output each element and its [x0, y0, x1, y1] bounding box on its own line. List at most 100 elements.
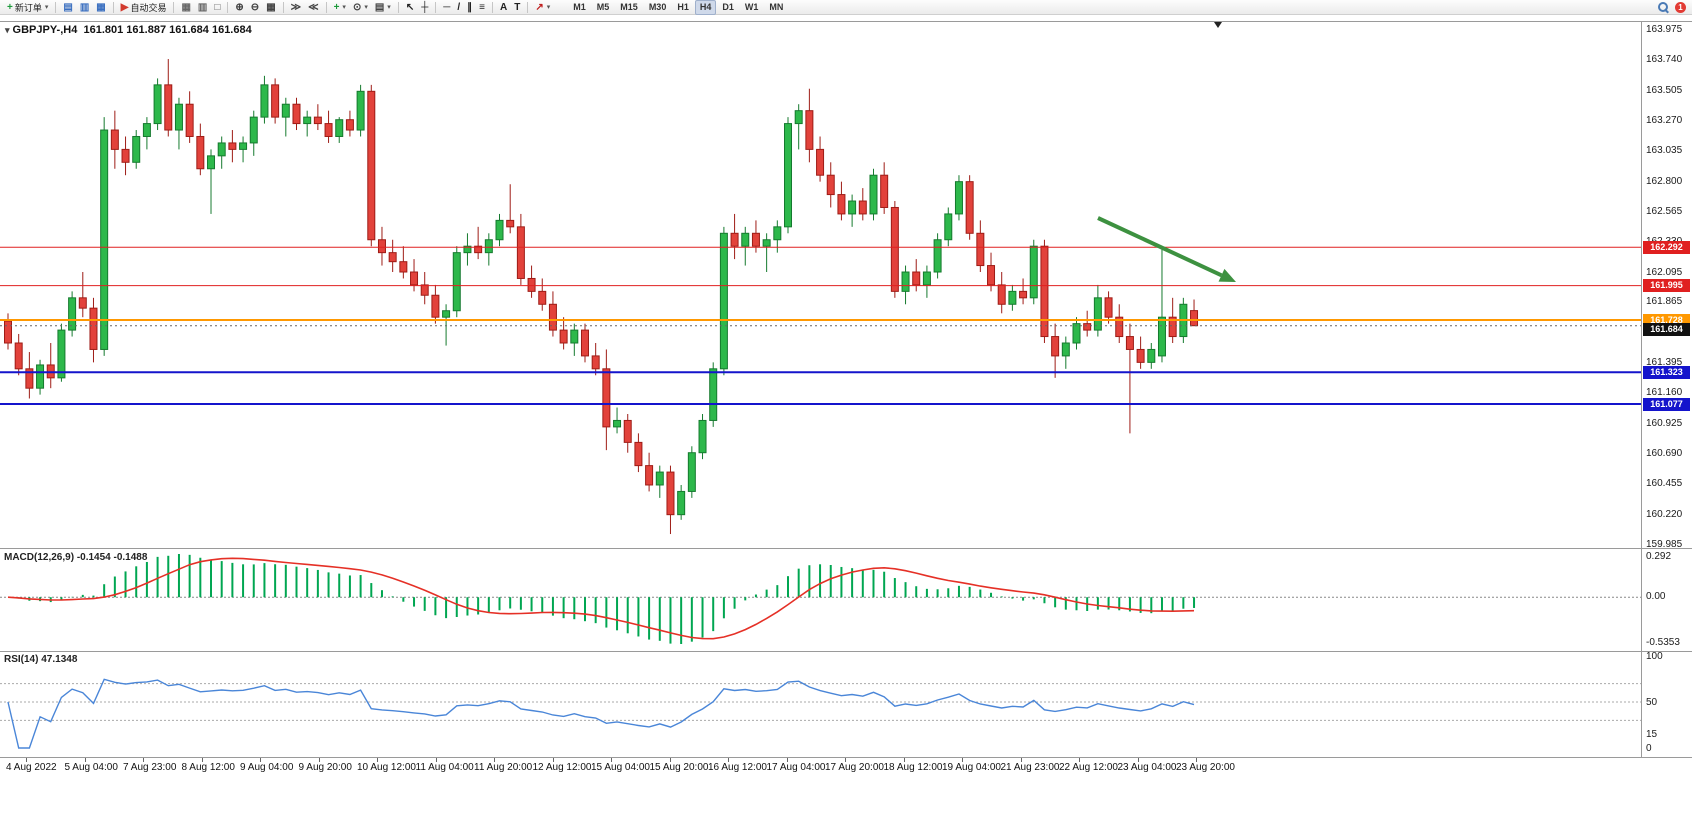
text-button[interactable]: A [497, 1, 510, 14]
search-icon[interactable] [1658, 1, 1669, 13]
data-window-button[interactable]: ▥ [77, 1, 92, 14]
text-label-button[interactable]: T [511, 1, 523, 14]
arrows-button[interactable]: ↗ ▾ [532, 1, 553, 14]
price-axis-tick: 162.800 [1646, 175, 1683, 187]
channel-icon: ∥ [467, 1, 473, 13]
timeframe-button-h1[interactable]: H1 [677, 2, 689, 12]
candle-body [377, 239, 386, 254]
rsi-label: RSI(14) 47.1348 [4, 654, 78, 665]
timeframe-button-m5[interactable]: M5 [596, 2, 610, 12]
price-axis-tick: 162.565 [1646, 205, 1683, 217]
timeframe-button-w1[interactable]: W1 [744, 2, 759, 12]
candle-body [1104, 297, 1113, 318]
candle-body [196, 135, 205, 170]
time-axis-tick-mark [845, 758, 846, 762]
new-chart-button[interactable]: ▦ [178, 1, 193, 14]
navigator-button[interactable]: ▦ [93, 1, 108, 14]
timeframe-button-d1[interactable]: D1 [722, 2, 734, 12]
candle-body [719, 232, 728, 370]
candle-body [1136, 348, 1145, 363]
add-indicator-button[interactable]: + ▾ [331, 1, 349, 14]
toolbar-separator [173, 1, 175, 13]
timeframe-button-mn[interactable]: MN [769, 2, 784, 12]
rsi-pane-separator[interactable] [0, 651, 1692, 652]
equidistant-channel-button[interactable]: ∥ [464, 1, 475, 14]
rsi-pane[interactable] [0, 652, 1641, 756]
rsi-axis-tick: 50 [1646, 697, 1658, 708]
new-order-icon: + [7, 1, 13, 13]
time-axis-label: 18 Aug 12:00 [883, 762, 943, 773]
toolbar-separator [397, 1, 399, 13]
candle-body [944, 213, 953, 241]
candle-body [1072, 323, 1081, 344]
fibonacci-button[interactable]: ≡ [476, 1, 488, 14]
candle-body [356, 90, 365, 131]
candles-layer [4, 59, 1199, 535]
full-screen-button[interactable]: □ [211, 1, 223, 14]
candle-body [698, 419, 707, 454]
chart-shift-marker[interactable] [1214, 22, 1222, 28]
candle-body [506, 219, 515, 228]
time-axis-label: 11 Aug 04:00 [415, 762, 474, 773]
candle-body [516, 226, 525, 279]
profiles-button[interactable]: ▥ [195, 1, 210, 14]
candle-body [570, 329, 579, 344]
horizontal-line-button[interactable]: ─ [440, 1, 453, 14]
zoom-out-button[interactable]: ⊖ [248, 1, 262, 14]
candle-body [388, 252, 397, 263]
zoom-in-button[interactable]: ⊕ [232, 1, 246, 14]
candle-body [1125, 336, 1134, 350]
time-axis-label: 19 Aug 04:00 [942, 762, 1001, 773]
candle-body [452, 252, 461, 312]
timeframe-button-m15[interactable]: M15 [620, 2, 638, 12]
autotrading-button[interactable]: ▶ 自动交易 [118, 1, 170, 14]
auto-scroll-button[interactable]: ≫ [288, 1, 304, 14]
trendline-button[interactable]: / [454, 1, 463, 14]
main-chart-pane[interactable] [0, 22, 1641, 548]
collapse-chart-icon[interactable]: ▾ [5, 25, 10, 35]
chart-shift-button[interactable]: ≪ [305, 1, 321, 14]
candle-body [399, 261, 408, 273]
crosshair-button[interactable]: ┼ [418, 1, 431, 14]
trend-arrow-annotation[interactable] [1097, 216, 1236, 282]
candle-body [1061, 342, 1070, 357]
time-axis-label: 9 Aug 04:00 [240, 762, 294, 773]
macd-pane[interactable] [0, 550, 1641, 650]
candle-body [559, 329, 568, 344]
candle-body [602, 368, 611, 428]
candle-body [1083, 323, 1092, 331]
candle-body [677, 490, 686, 516]
candle-body [687, 452, 696, 492]
time-axis-label: 7 Aug 23:00 [123, 762, 177, 773]
price-level-tag: 162.292 [1643, 240, 1690, 254]
notification-badge[interactable]: 1 [1675, 1, 1686, 13]
new-order-button[interactable]: + 新订单 ▾ [4, 1, 51, 14]
timeframe-button-m1[interactable]: M1 [573, 2, 586, 12]
time-axis-label: 23 Aug 20:00 [1176, 762, 1235, 773]
tile-windows-button[interactable]: ▦ [263, 1, 278, 14]
time-axis-tick-mark [552, 758, 554, 762]
timeframe-button-m30[interactable]: M30 [648, 2, 667, 12]
macd-axis-tick: -0.5353 [1646, 637, 1680, 648]
candle-body [784, 123, 793, 228]
autotrading-button-label: 自动交易 [130, 2, 167, 13]
candle-body [420, 284, 429, 296]
market-watch-button[interactable]: ▤ [60, 1, 75, 14]
timeframe-button-h4[interactable]: H4 [694, 0, 717, 15]
candle-body [965, 181, 974, 234]
new-order-button-label: 新订单 [14, 2, 42, 13]
cursor-icon: ↖ [405, 1, 415, 13]
candle-body [869, 174, 878, 215]
candle-body [976, 232, 985, 267]
time-axis-tick-mark [435, 758, 437, 762]
clock-icon: ⊙ [352, 1, 362, 13]
new-chart-icon: ▦ [181, 1, 191, 13]
template-button[interactable]: ▤ ▾ [372, 1, 394, 14]
chevron-down-icon: ▾ [364, 4, 368, 11]
macd-pane-separator[interactable] [0, 548, 1692, 549]
candle-body [912, 271, 921, 286]
period-select-button[interactable]: ⊙ ▾ [350, 1, 371, 14]
candle-body [805, 110, 814, 150]
time-axis-label: 15 Aug 04:00 [591, 762, 650, 773]
cursor-button[interactable]: ↖ [403, 1, 417, 14]
